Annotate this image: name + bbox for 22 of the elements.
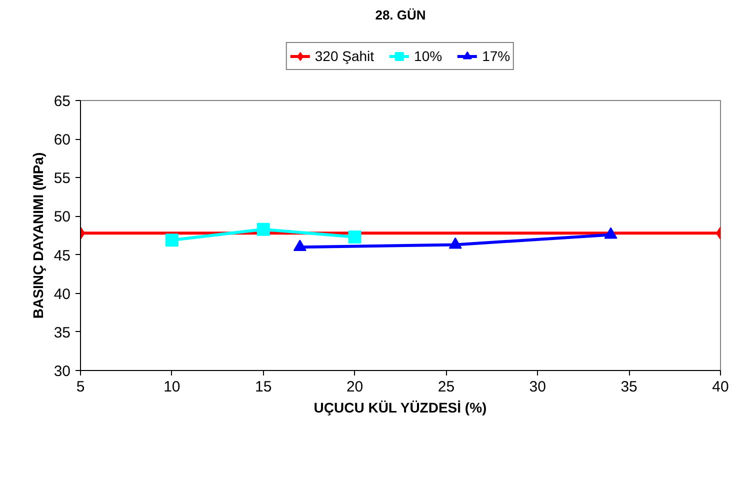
y-tick-label: 60	[54, 132, 71, 149]
x-tick-label: 5	[76, 378, 85, 396]
legend-label: 320 Şahit	[314, 48, 374, 64]
y-tick-label: 65	[54, 93, 71, 110]
chart-title: 28. GÜN	[375, 8, 426, 22]
y-tick-label: 40	[54, 286, 71, 303]
y-axis-title: BASINÇ DAYANIMI (MPa)	[30, 152, 46, 319]
x-tick-label: 25	[438, 378, 455, 396]
y-tick-label: 30	[54, 363, 71, 380]
y-tick-label: 45	[54, 247, 71, 264]
x-tick-label: 35	[620, 378, 638, 396]
x-tick-label: 40	[712, 378, 729, 396]
x-tick-label: 10	[164, 378, 180, 396]
y-tick-label: 50	[54, 208, 71, 226]
x-tick-label: 30	[529, 378, 546, 396]
x-axis-title: UÇUCU KÜL YÜZDESİ (%)	[314, 400, 487, 416]
y-tick-label: 35	[54, 324, 71, 342]
legend-label: 10%	[414, 48, 442, 64]
legend-label: 17%	[482, 48, 510, 64]
y-tick-label: 55	[54, 170, 71, 188]
x-tick-label: 20	[346, 378, 364, 396]
x-tick-label: 15	[255, 378, 272, 396]
